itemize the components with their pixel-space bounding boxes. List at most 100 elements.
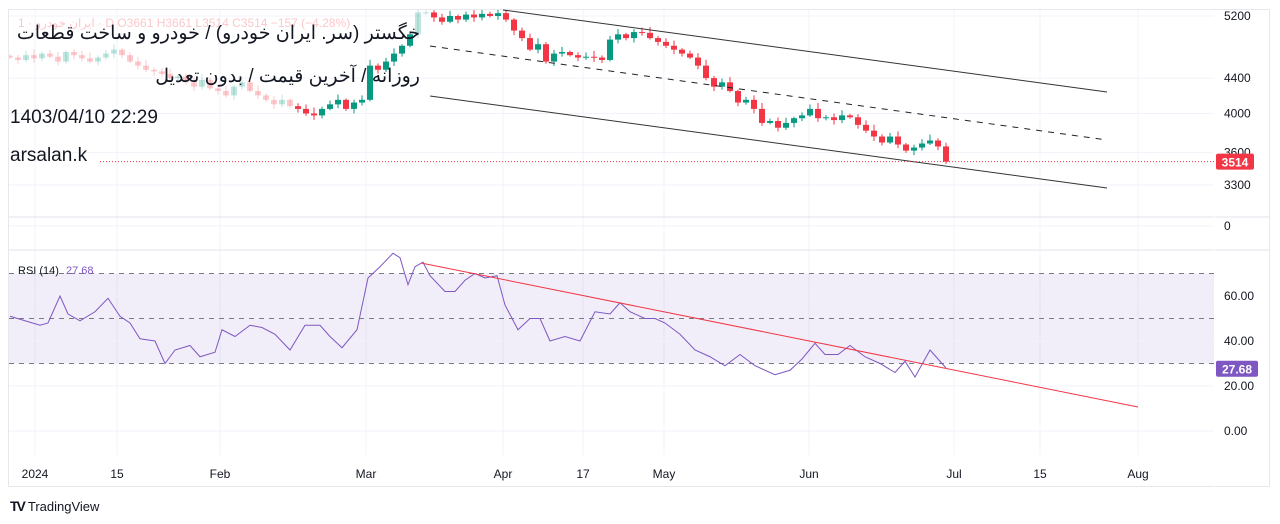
ohlc-legend: ايران خودرو · 1 · D O3661 H3661 L3514 C3… <box>18 16 351 30</box>
rsi-label: RSI (14) <box>18 265 59 277</box>
candle-body <box>511 19 517 31</box>
candle-body <box>567 51 573 56</box>
last-price-badge <box>1216 153 1254 170</box>
candle-body <box>823 117 829 119</box>
candle-body <box>9 55 13 58</box>
candle-body <box>311 113 317 116</box>
candle-body <box>935 140 941 147</box>
candle-body <box>47 53 53 57</box>
candle-body <box>327 104 333 109</box>
x-tick-label: Mar <box>356 467 377 481</box>
candle-body <box>807 108 813 116</box>
candle-body <box>703 65 709 79</box>
candle-body <box>711 78 717 87</box>
candle-body <box>287 99 293 107</box>
channel-mid-line <box>429 45 1108 141</box>
candle-body <box>55 56 61 62</box>
candle-body <box>303 108 309 114</box>
candle-body <box>431 12 437 18</box>
candles <box>9 10 949 164</box>
candle-body <box>791 118 797 123</box>
candle-body <box>255 90 261 96</box>
candle-body <box>375 65 381 70</box>
candle-body <box>295 106 301 109</box>
x-tick-label: Jun <box>799 467 818 481</box>
candle-body <box>623 34 629 39</box>
candle-body <box>31 55 37 59</box>
candle-body <box>895 136 901 145</box>
candle-body <box>607 39 613 60</box>
candle-body <box>687 53 693 58</box>
candle-body <box>583 56 589 58</box>
candle-body <box>127 55 133 62</box>
candle-body <box>559 51 565 54</box>
candle-body <box>351 102 357 109</box>
candle-body <box>663 41 669 46</box>
candle-body <box>231 86 237 96</box>
price-tick-label: 4400 <box>1224 71 1251 85</box>
rsi-line <box>9 252 947 378</box>
candle-body <box>815 108 821 119</box>
candle-body <box>695 57 701 66</box>
x-tick-label: 15 <box>110 467 124 481</box>
candle-body <box>87 58 93 62</box>
candle-body <box>519 30 525 39</box>
rsi-tick-label: 60.00 <box>1224 289 1254 303</box>
candle-body <box>135 61 141 66</box>
rsi-value-badge-label: 27.68 <box>1222 363 1252 377</box>
candle-body <box>671 45 677 50</box>
candle-body <box>647 32 653 39</box>
candle-body <box>495 13 501 16</box>
chart-settings-text: روزانه / آخرین قیمت / بدون تعدیل <box>155 66 420 87</box>
candle-body <box>727 82 733 91</box>
candle-body <box>871 130 877 137</box>
candle-body <box>759 108 765 123</box>
candle-body <box>455 16 461 20</box>
candle-body <box>103 53 109 58</box>
channel-lower-line <box>429 95 1108 189</box>
candle-body <box>407 34 413 46</box>
rsi-tick-label: 40.00 <box>1224 334 1254 348</box>
candle-body <box>839 115 845 121</box>
candle-body <box>39 53 45 59</box>
candle-body <box>631 32 637 39</box>
chart-frame <box>8 9 1270 487</box>
x-tick-label: Aug <box>1127 467 1148 481</box>
candle-body <box>679 49 685 54</box>
candle-body <box>335 99 341 105</box>
brand-label: TradingView <box>27 498 100 514</box>
candle-body <box>775 121 781 128</box>
candle-body <box>911 147 917 151</box>
rsi-value: 27.68 <box>66 265 94 277</box>
candle-body <box>855 117 861 125</box>
candle-body <box>487 13 493 16</box>
volume-tick-label: 0 <box>1224 219 1231 233</box>
candle-body <box>415 12 421 35</box>
candle-body <box>359 99 365 103</box>
candle-body <box>319 108 325 116</box>
candle-body <box>887 136 893 143</box>
x-tick-label: 17 <box>576 467 590 481</box>
candle-body <box>599 57 605 60</box>
rsi-value-badge <box>1216 360 1258 377</box>
candle-body <box>927 140 933 144</box>
tradingview-logo[interactable]: TV TradingView <box>10 498 99 514</box>
candle-body <box>199 79 205 87</box>
candle-body <box>167 73 173 79</box>
datetime-text: 1403/04/10 22:29 <box>10 107 158 128</box>
candle-body <box>391 53 397 62</box>
candle-body <box>263 95 269 100</box>
candle-body <box>535 44 541 50</box>
symbol-title: خگستر (سر. ایران خودرو) / خودرو و ساخت ق… <box>16 23 420 44</box>
candle-body <box>215 88 221 91</box>
candle-body <box>71 51 77 56</box>
candle-body <box>783 122 789 128</box>
author-text: arsalan.k <box>10 145 88 166</box>
x-tick-label: Apr <box>494 467 513 481</box>
candle-body <box>423 12 429 14</box>
candle-body <box>527 38 533 50</box>
x-tick-label: May <box>653 467 676 481</box>
candle-body <box>767 121 773 123</box>
candle-body <box>223 90 229 96</box>
